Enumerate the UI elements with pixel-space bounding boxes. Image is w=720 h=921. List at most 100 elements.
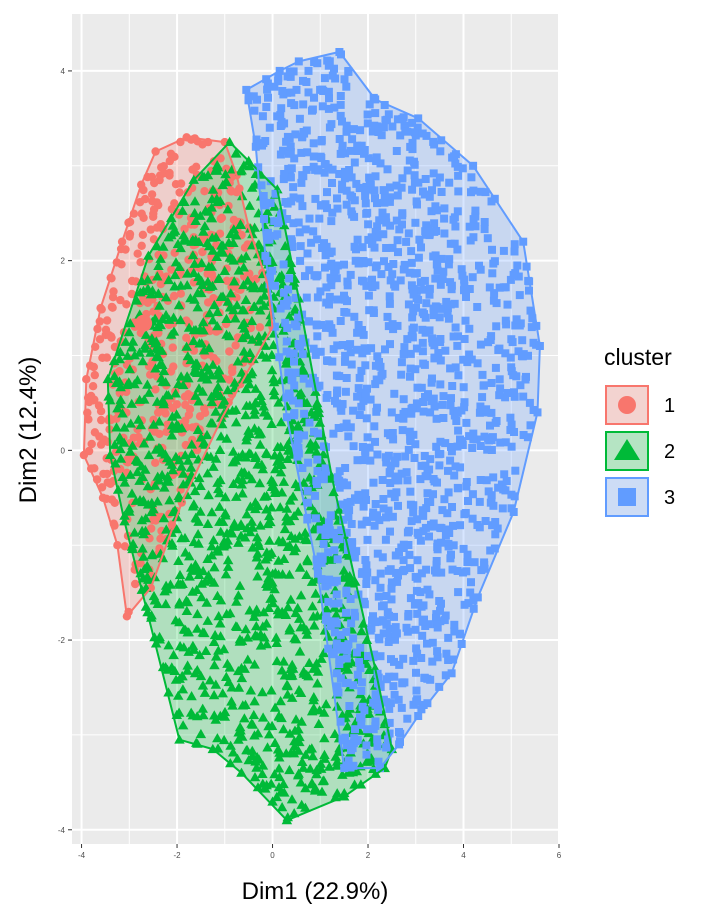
cluster-3-point (406, 487, 415, 496)
cluster-3-point (265, 123, 274, 132)
cluster-2-point (179, 233, 191, 243)
cluster-3-point (370, 521, 379, 530)
cluster-2-point (189, 196, 201, 206)
cluster-1-point (240, 243, 250, 252)
cluster-3-point (414, 530, 423, 539)
cluster-2-point (290, 714, 302, 724)
cluster-3-point (416, 475, 425, 484)
cluster-2-point (249, 423, 260, 433)
cluster-3-point (411, 365, 420, 374)
cluster-2-point (221, 329, 232, 339)
cluster-1-point (110, 498, 120, 507)
cluster-3-point (525, 398, 534, 407)
cluster-2-point (206, 507, 218, 517)
cluster-3-point (328, 71, 337, 80)
cluster-2-point (274, 271, 285, 281)
cluster-3-point (406, 594, 415, 603)
cluster-1-point (131, 579, 140, 589)
cluster-1-point (102, 469, 112, 479)
cluster-3-point (406, 372, 414, 381)
cluster-3-point (493, 524, 502, 533)
cluster-3-point (293, 441, 302, 450)
cluster-2-point (332, 701, 343, 711)
cluster-2-point (120, 336, 131, 346)
cluster-3-point (372, 695, 381, 704)
cluster-3-point (428, 657, 437, 666)
cluster-2-point (159, 586, 170, 596)
cluster-3-point (431, 302, 440, 311)
cluster-2-point (278, 778, 289, 789)
cluster-2-point (109, 439, 120, 449)
cluster-3-point (443, 309, 452, 318)
cluster-3-point (333, 295, 342, 304)
cluster-2-point (217, 688, 228, 698)
cluster-3-point (460, 335, 469, 343)
cluster-3-point (339, 478, 348, 487)
cluster-2-point (302, 556, 313, 566)
cluster-2-point (289, 533, 301, 543)
cluster-2-point (233, 537, 244, 547)
cluster-3-point (295, 114, 304, 123)
cluster-1-point (138, 230, 148, 239)
cluster-2-point (133, 414, 144, 424)
cluster-2-point (173, 707, 185, 717)
cluster-3-point (459, 544, 468, 553)
cluster-3-point (412, 697, 421, 706)
cluster-3-point (352, 547, 361, 556)
cluster-3-point (336, 630, 345, 639)
cluster-3-point (391, 629, 400, 638)
cluster-2-point (138, 551, 149, 561)
cluster-2-point (133, 456, 144, 466)
cluster-3-point (290, 154, 299, 163)
cluster-3-point (407, 517, 416, 526)
cluster-3-point (392, 488, 401, 497)
cluster-3-point (501, 349, 510, 358)
cluster-2-point (285, 667, 297, 677)
cluster-3-point (390, 612, 398, 621)
cluster-2-point (265, 778, 277, 788)
cluster-3-point (340, 75, 349, 84)
cluster-2-point (262, 518, 274, 529)
cluster-2-point (251, 552, 263, 562)
cluster-3-point (376, 159, 385, 168)
cluster-3-point (433, 266, 442, 275)
cluster-2-point (257, 464, 269, 474)
cluster-2-point (301, 569, 312, 579)
cluster-3-point (384, 451, 393, 460)
cluster-3-point (310, 93, 318, 102)
cluster-2-point (298, 621, 309, 631)
cluster-3-point (450, 620, 459, 629)
cluster-2-point (246, 367, 258, 377)
cluster-2-point (278, 724, 289, 734)
cluster-3-point (389, 682, 398, 691)
cluster-3-point (317, 471, 326, 480)
cluster-3-point (354, 321, 363, 329)
cluster-3-point (318, 102, 327, 111)
cluster-2-point (204, 308, 215, 318)
cluster-3-point (444, 542, 453, 551)
cluster-3-point (445, 255, 454, 264)
cluster-3-point (488, 433, 497, 442)
cluster-3-point (446, 364, 455, 373)
cluster-3-point (453, 483, 462, 492)
cluster-2-point (230, 148, 241, 158)
cluster-2-point (180, 450, 191, 460)
cluster-2-point (238, 346, 250, 356)
cluster-3-point (263, 79, 272, 88)
cluster-3-point (495, 375, 504, 384)
cluster-2-point (284, 540, 295, 550)
cluster-3-point (307, 238, 316, 247)
cluster-3-point (364, 235, 373, 244)
cluster-2-point (187, 640, 199, 650)
cluster-3-point (291, 293, 300, 302)
cluster-2-point (287, 415, 298, 425)
cluster-2-point (258, 401, 269, 411)
cluster-3-point (324, 61, 333, 70)
cluster-3-point (506, 413, 515, 422)
cluster-2-point (261, 639, 272, 649)
cluster-2-point (149, 595, 161, 605)
cluster-3-point (397, 370, 406, 379)
cluster-3-point (442, 525, 451, 534)
cluster-3-point (370, 422, 379, 431)
cluster-2-point (177, 205, 188, 215)
